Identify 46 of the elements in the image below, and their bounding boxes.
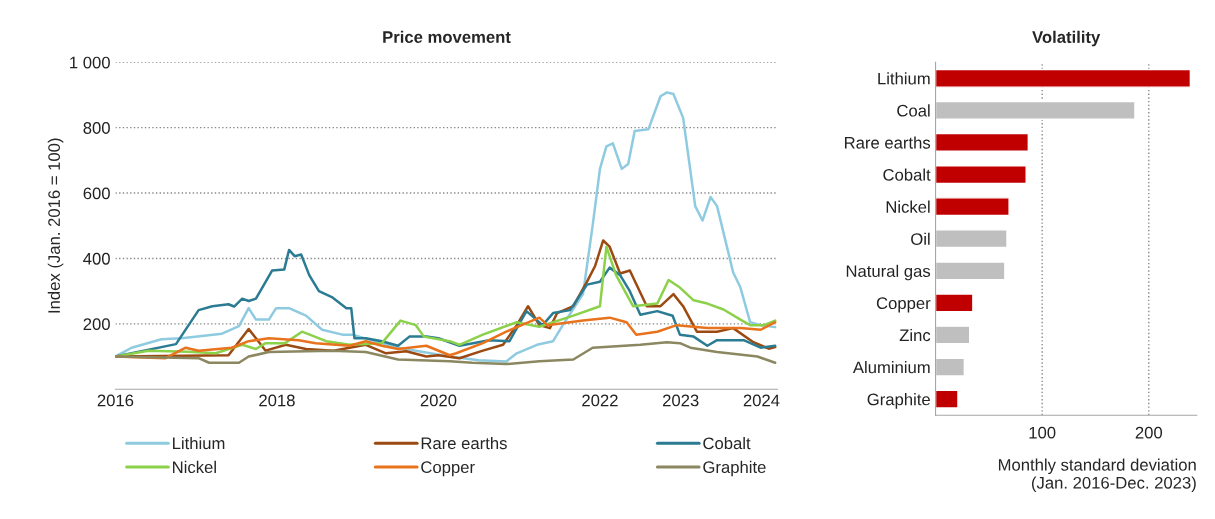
bar — [935, 229, 1008, 249]
bar — [935, 325, 971, 345]
chart-title: Volatility — [1032, 30, 1101, 47]
x-tick-label: 2018 — [259, 394, 295, 407]
x-tick-label: 2016 — [97, 394, 134, 407]
x-tick-label: 2022 — [582, 394, 618, 407]
y-tick-label: Nickel — [886, 200, 930, 213]
x-tick-label: 2020 — [420, 394, 457, 407]
legend-label: Nickel — [173, 460, 216, 474]
y-tick-label: Zinc — [899, 328, 931, 342]
line-series — [115, 340, 777, 366]
bar — [935, 293, 974, 313]
bar — [935, 132, 1030, 153]
legend-label: Graphite — [703, 460, 766, 477]
bar — [935, 68, 1192, 88]
y-tick-label: Aluminium — [852, 361, 930, 374]
y-tick-label: Lithium — [878, 72, 930, 85]
line-series — [115, 91, 777, 363]
x-axis-title: Monthly standard deviation (Jan. 2016-Dec. 2023) — [998, 458, 1196, 492]
y-axis-title: Index (Jan. 2016 = 100) — [47, 138, 64, 313]
y-tick-label: Rare earths — [844, 136, 931, 149]
y-tick-label: Coal — [897, 104, 930, 117]
bar — [935, 261, 1006, 281]
y-tick-label: Copper — [876, 297, 931, 313]
y-tick-label: Cobalt — [883, 168, 931, 181]
x-tick-label: 2024 — [743, 394, 780, 407]
bar — [935, 165, 1027, 185]
y-tick-label: Graphite — [867, 393, 930, 409]
y-tick-label: Oil — [911, 232, 930, 245]
chart-title: Price movement — [383, 30, 511, 43]
y-tick-label: Natural gas — [846, 264, 931, 281]
bar — [935, 100, 1136, 120]
bar — [935, 197, 1010, 217]
y-tick-label: 600 — [83, 187, 110, 200]
x-tick-label: 2023 — [663, 394, 699, 407]
y-tick-label: 800 — [83, 122, 110, 134]
legend-label: Rare earths — [421, 436, 507, 450]
y-tick-label: 200 — [83, 318, 110, 331]
bar — [935, 357, 966, 377]
y-tick-label: 400 — [83, 252, 110, 265]
legend-label: Lithium — [173, 436, 225, 450]
legend-label: Copper — [421, 461, 475, 477]
bar — [935, 389, 959, 409]
x-tick-label: 100 — [1029, 426, 1056, 439]
y-tick-label: 1 000 — [70, 56, 110, 69]
legend-label: Cobalt — [703, 436, 751, 450]
